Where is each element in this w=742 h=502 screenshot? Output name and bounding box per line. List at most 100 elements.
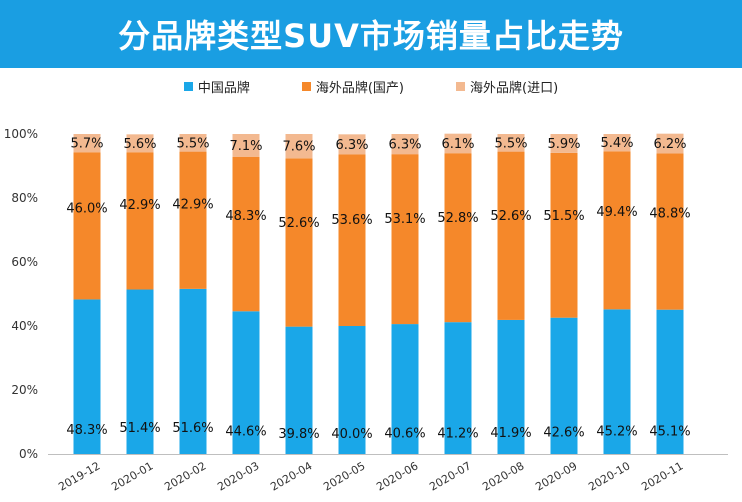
legend-swatch-foreign-domestic — [301, 81, 311, 91]
y-tick-label: 80% — [11, 191, 38, 205]
bar-segment-china-brand — [73, 299, 101, 454]
bar-segment-foreign-imported — [550, 134, 578, 153]
x-tick-label: 2020-10 — [586, 459, 632, 493]
bar-segment-foreign-imported — [126, 134, 154, 153]
bar-segment-foreign-imported — [179, 134, 207, 152]
legend-label-china-brand: 中国品牌 — [197, 80, 250, 96]
data-label: 53.1% — [384, 212, 425, 227]
data-label: 51.4% — [119, 421, 160, 436]
data-label: 5.6% — [123, 137, 156, 152]
y-tick-label: 60% — [11, 255, 38, 269]
data-label: 49.4% — [596, 205, 637, 220]
bar-segment-foreign-domestic — [73, 152, 101, 300]
legend-swatch-foreign-imported — [456, 81, 465, 91]
x-tick-label: 2020-07 — [427, 459, 473, 493]
bar-segment-china-brand — [338, 326, 366, 454]
bar-segment-foreign-domestic — [444, 153, 472, 323]
data-label: 40.6% — [384, 427, 425, 442]
bar-segment-foreign-imported — [73, 134, 101, 153]
data-label: 5.5% — [176, 136, 209, 151]
data-label: 6.3% — [388, 138, 421, 153]
data-label: 6.2% — [653, 137, 686, 152]
bar-segment-foreign-imported — [656, 133, 684, 154]
bar-segment-china-brand — [550, 317, 578, 454]
data-label: 48.3% — [66, 423, 107, 438]
y-tick-label: 20% — [11, 383, 38, 397]
data-label: 51.6% — [172, 421, 213, 436]
data-label: 53.6% — [331, 213, 372, 228]
data-label: 51.5% — [543, 209, 584, 224]
data-label: 5.7% — [70, 137, 103, 152]
bar-segment-foreign-domestic — [285, 158, 313, 327]
data-label: 42.9% — [172, 197, 213, 212]
data-label: 44.6% — [225, 425, 266, 440]
y-tick-label: 100% — [4, 127, 38, 141]
data-label: 5.4% — [600, 136, 633, 151]
y-tick-label: 0% — [19, 447, 38, 461]
bar-segment-foreign-domestic — [391, 154, 419, 325]
legend-label-foreign-domestic: 海外品牌(国产) — [315, 80, 404, 96]
legend-item-china-brand: 中国品牌 — [183, 77, 250, 96]
bar-segment-china-brand — [444, 322, 472, 454]
data-label: 45.1% — [649, 424, 690, 439]
data-label: 46.0% — [66, 202, 107, 217]
bar-segment-foreign-imported — [444, 133, 472, 154]
x-tick-label: 2020-05 — [321, 459, 367, 493]
bar-segment-foreign-imported — [391, 134, 419, 155]
bar-segment-foreign-imported — [338, 134, 366, 155]
data-label: 40.0% — [331, 427, 372, 442]
data-label: 7.1% — [229, 139, 262, 154]
bar-segment-foreign-imported — [232, 134, 260, 157]
bar-segment-china-brand — [126, 289, 154, 454]
bar-segment-foreign-domestic — [497, 151, 525, 320]
legend: 中国品牌 海外品牌(国产) 海外品牌(进口) — [0, 76, 742, 96]
data-label: 42.6% — [543, 426, 584, 441]
data-label: 6.1% — [441, 137, 474, 152]
bar-segment-foreign-domestic — [179, 151, 207, 289]
bar-segment-foreign-imported — [497, 134, 525, 152]
x-tick-label: 2020-11 — [639, 459, 685, 493]
bar-segment-china-brand — [656, 309, 684, 454]
legend-label-foreign-imported: 海外品牌(进口) — [470, 80, 559, 96]
bar-segment-foreign-domestic — [338, 154, 366, 326]
x-tick-label: 2020-09 — [533, 459, 579, 493]
bar-segment-foreign-domestic — [550, 152, 578, 318]
bar-segment-china-brand — [497, 319, 525, 454]
legend-swatch-china-brand — [183, 81, 193, 91]
data-label: 41.9% — [490, 426, 531, 441]
x-tick-label: 2020-01 — [109, 459, 155, 493]
data-label: 48.3% — [225, 209, 266, 224]
bar-segment-china-brand — [603, 309, 631, 454]
title-bar: 分品牌类型SUV市场销量占比走势 — [0, 0, 742, 68]
data-label: 42.9% — [119, 198, 160, 213]
data-label: 45.2% — [596, 424, 637, 439]
x-tick-label: 2020-02 — [162, 459, 208, 493]
data-label: 52.6% — [278, 216, 319, 231]
data-label: 52.6% — [490, 209, 531, 224]
bar-segment-foreign-imported — [603, 134, 631, 152]
data-label: 39.8% — [278, 427, 319, 442]
bar-segment-china-brand — [391, 324, 419, 454]
data-label: 5.9% — [547, 137, 580, 152]
bar-segment-foreign-imported — [285, 134, 313, 159]
x-tick-label: 2020-04 — [268, 459, 314, 493]
bar-segment-foreign-domestic — [656, 153, 684, 310]
data-label: 41.2% — [437, 426, 478, 441]
legend-item-foreign-imported: 海外品牌(进口) — [456, 77, 558, 96]
bar-segment-foreign-domestic — [126, 152, 154, 290]
bar-segment-china-brand — [179, 288, 207, 454]
legend-item-foreign-domestic: 海外品牌(国产) — [301, 77, 404, 96]
x-tick-label: 2020-06 — [374, 459, 420, 493]
y-tick-label: 40% — [11, 319, 38, 333]
data-label: 7.6% — [282, 140, 315, 155]
bar-segment-foreign-domestic — [603, 151, 631, 310]
chart-title: 分品牌类型SUV市场销量占比走势 — [118, 17, 624, 55]
bar-segment-foreign-domestic — [232, 156, 260, 312]
data-label: 5.5% — [494, 136, 527, 151]
data-label: 48.8% — [649, 206, 690, 221]
bar-segment-china-brand — [232, 311, 260, 454]
x-tick-label: 2020-08 — [480, 459, 526, 493]
data-label: 6.3% — [335, 138, 368, 153]
data-label: 52.8% — [437, 211, 478, 226]
